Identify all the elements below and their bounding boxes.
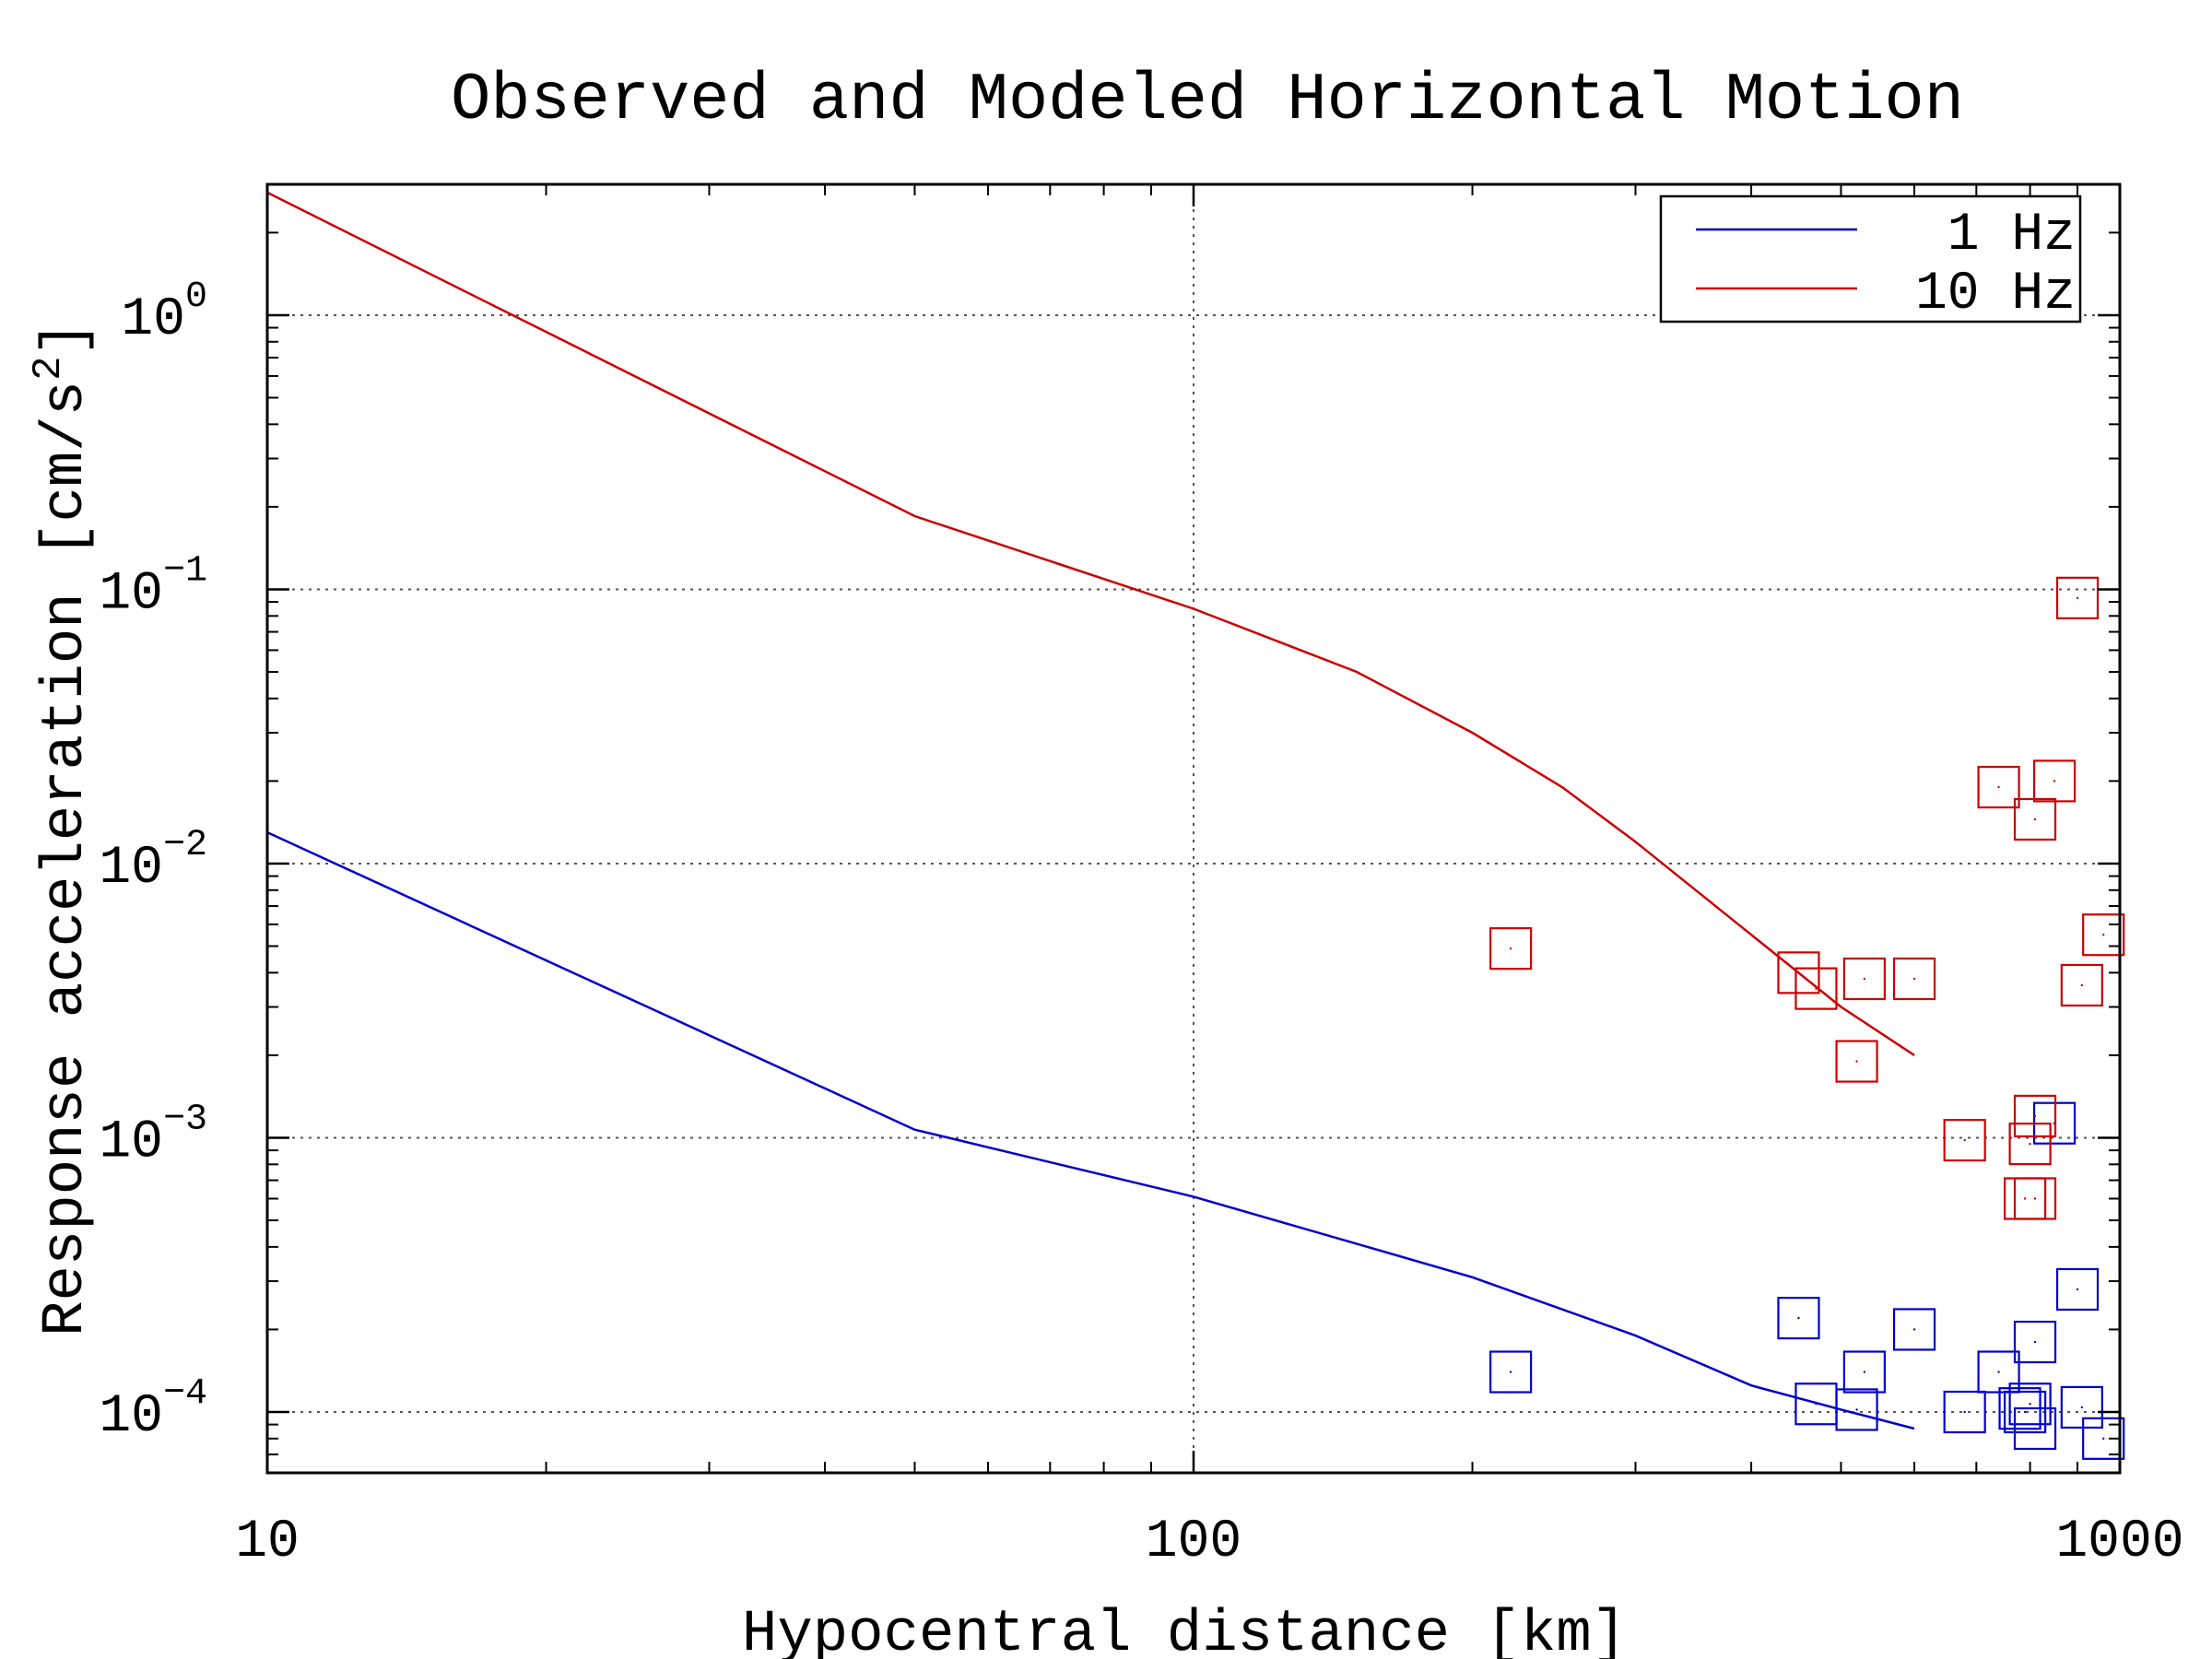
observed-marker-1hz — [1777, 1297, 1820, 1340]
x-tick-label: 10 — [235, 1512, 300, 1572]
observed-marker-10hz — [2032, 759, 2077, 803]
observed-point-1hz — [2076, 1288, 2079, 1291]
observed-marker-10hz — [1892, 957, 1936, 1001]
observed-point-10hz — [1855, 1060, 1858, 1063]
observed-point-10hz — [2053, 780, 2056, 782]
observed-marker-1hz — [2060, 1385, 2103, 1430]
observed-point-10hz — [2023, 1197, 2027, 1200]
observed-point-10hz — [2033, 1197, 2037, 1200]
model-lines — [266, 191, 1915, 1430]
y-axis-label: Response acceleration [cm/s2] — [26, 321, 100, 1336]
observed-point-10hz — [1912, 977, 1916, 981]
legend-box — [1659, 194, 2082, 324]
observed-point-1hz — [2033, 1427, 2037, 1430]
observed-point-1hz — [1963, 1410, 1966, 1414]
grid — [267, 184, 2120, 1473]
y-tick-label: 10−4 — [99, 1373, 207, 1447]
y-tick-label: 10−3 — [99, 1099, 207, 1172]
observed-marker-10hz — [2013, 1094, 2057, 1138]
observed-markers — [1489, 576, 2125, 1460]
observed-point-1hz — [2033, 1340, 2037, 1344]
y-tick-label: 10−2 — [99, 825, 207, 899]
observed-marker-10hz — [2055, 576, 2100, 619]
observed-point-10hz — [2101, 934, 2105, 936]
observed-marker-10hz — [1794, 967, 1838, 1010]
observed-point-10hz — [2033, 818, 2037, 821]
observed-point-10hz — [1815, 987, 1818, 990]
observed-marker-1hz — [2008, 1382, 2052, 1426]
observed-marker-10hz — [1777, 951, 1820, 994]
legend-label-1hz: 1 Hz — [1947, 206, 2076, 265]
observed-point-10hz — [1797, 971, 1800, 974]
observed-point-1hz — [1912, 1328, 1916, 1331]
x-axis-label: Hypocentral distance [km] — [742, 1602, 1627, 1659]
observed-point-1hz — [1863, 1371, 1866, 1373]
observed-marker-1hz — [2004, 1390, 2047, 1434]
y-axis-label-text: Response acceleration [cm/s — [33, 381, 100, 1336]
observed-marker-10hz — [2060, 963, 2103, 1007]
observed-point-10hz — [2080, 983, 2084, 987]
observed-marker-1hz — [2082, 1417, 2125, 1460]
observed-point-1hz — [1509, 1371, 1512, 1373]
observed-marker-1hz — [2055, 1267, 2100, 1312]
observed-point-10hz — [1509, 947, 1512, 950]
model-line-1hz — [266, 830, 1915, 1430]
chart-title: Observed and Modeled Horizontal Motion — [451, 63, 1964, 138]
observed-point-1hz — [2080, 1406, 2084, 1409]
y-axis-label-superscript: 2 — [26, 357, 72, 381]
tick-labels: 10 100 1000 10−4 10−3 10−2 10−1 100 — [99, 276, 2183, 1572]
observed-marker-10hz — [1977, 765, 2020, 809]
observed-marker-1hz — [1943, 1390, 1986, 1434]
observed-marker-10hz — [2082, 913, 2125, 957]
observed-point-1hz — [2101, 1437, 2105, 1441]
observed-marker-10hz — [2008, 1123, 2052, 1166]
observed-marker-1hz — [1835, 1388, 1878, 1431]
observed-marker-10hz — [1489, 927, 1533, 971]
observed-marker-10hz — [1835, 1040, 1878, 1083]
observed-point-1hz — [2023, 1410, 2027, 1414]
observed-point-1hz — [2029, 1403, 2031, 1406]
observed-marker-10hz — [1842, 957, 1886, 1001]
observed-point-1hz — [1997, 1371, 2000, 1373]
observed-point-1hz — [1797, 1316, 1800, 1320]
observed-marker-1hz — [1842, 1350, 1886, 1394]
y-tick-label: 10−1 — [99, 550, 207, 624]
observed-point-10hz — [2076, 596, 2079, 600]
legend-label-10hz: 10 Hz — [1915, 265, 2076, 324]
observed-point-10hz — [2029, 1142, 2031, 1146]
observed-marker-1hz — [2013, 1320, 2057, 1364]
observed-point-10hz — [1863, 977, 1866, 981]
observed-point-10hz — [2033, 1114, 2037, 1118]
observed-marker-1hz — [2013, 1406, 2057, 1451]
x-tick-label: 100 — [1146, 1512, 1241, 1572]
y-axis-label-suffix: ] — [33, 321, 100, 356]
observed-point-1hz — [1815, 1403, 1818, 1406]
legend: 1 Hz 10 Hz — [1659, 194, 2082, 324]
observed-point-1hz — [1855, 1408, 1858, 1411]
observed-point-10hz — [1963, 1138, 1966, 1142]
y-tick-label: 100 — [121, 276, 207, 350]
x-tick-label: 1000 — [2055, 1512, 2183, 1572]
observed-marker-10hz — [2013, 1177, 2057, 1220]
observed-point-10hz — [1997, 785, 2000, 789]
observed-marker-10hz — [1943, 1118, 1986, 1162]
observed-marker-1hz — [1892, 1308, 1936, 1351]
axis-ticks — [265, 183, 2122, 1474]
observed-marker-1hz — [1489, 1350, 1533, 1394]
